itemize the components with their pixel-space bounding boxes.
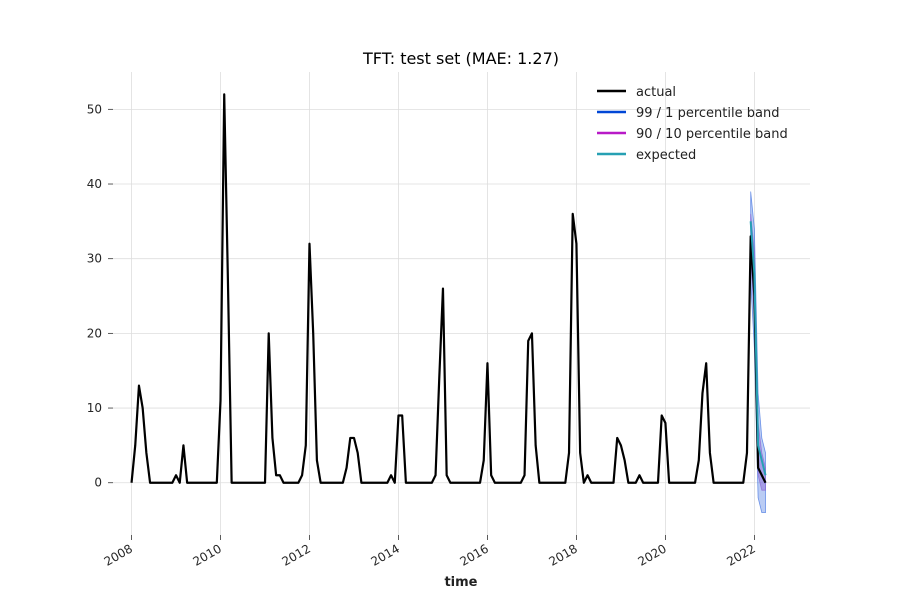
legend-label: actual — [636, 85, 676, 100]
x-tick-label: 2022 — [724, 541, 757, 568]
x-tick-label: 2012 — [280, 541, 313, 568]
x-tick-label: 2018 — [546, 541, 579, 568]
x-axis-label: time — [444, 575, 477, 590]
y-tick-label: 20 — [87, 326, 102, 340]
x-tick-label: 2016 — [457, 541, 490, 568]
y-tick-label: 0 — [94, 476, 102, 490]
y-tick-label: 50 — [87, 102, 102, 116]
y-tick-label: 10 — [87, 401, 102, 415]
legend-label: 90 / 10 percentile band — [636, 127, 788, 142]
y-tick-label: 30 — [87, 252, 102, 266]
x-tick-label: 2020 — [635, 541, 668, 568]
legend-label: expected — [636, 148, 696, 163]
legend-label: 99 / 1 percentile band — [636, 106, 779, 121]
series-line-actual — [130, 93, 767, 484]
x-tick-label: 2010 — [191, 541, 224, 568]
series-line-expected — [749, 221, 767, 476]
axes: 0 10 20 30 40 50 2008 2010 2012 2014 2016 2018 2020 2… — [87, 102, 758, 569]
legend: actual 99 / 1 percentile band 90 / 10 perc… — [597, 85, 788, 163]
x-tick-label: 2014 — [369, 541, 402, 568]
y-tick-label: 40 — [87, 177, 102, 191]
x-tick-label: 2008 — [102, 541, 135, 568]
chart-title: TFT: test set (MAE: 1.27) — [362, 49, 559, 68]
series-lines — [130, 93, 767, 484]
